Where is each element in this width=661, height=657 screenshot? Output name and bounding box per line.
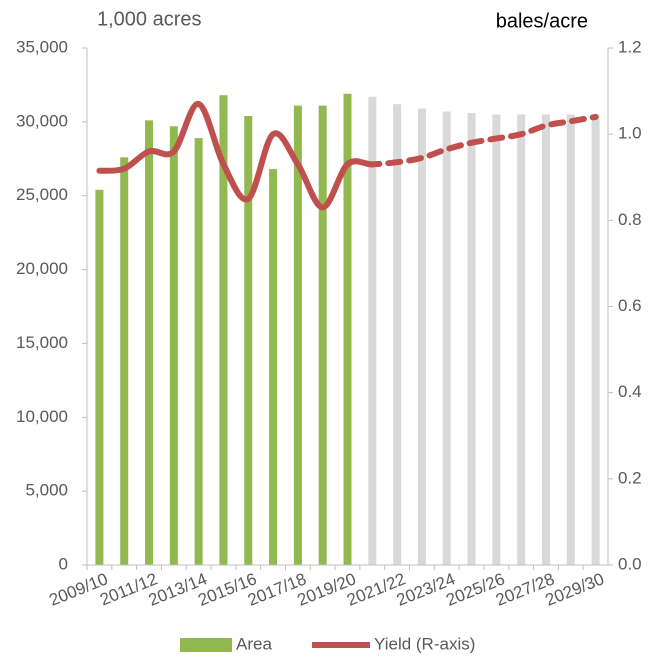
bar (269, 169, 278, 565)
legend-swatch (180, 638, 232, 652)
bar (492, 114, 501, 565)
bar (393, 104, 402, 565)
bar (95, 189, 104, 565)
y2-tick-label: 1.2 (618, 37, 642, 56)
bar (318, 105, 327, 565)
y2-axis-label: bales/acre (496, 10, 588, 32)
y2-tick-label: 0.4 (618, 382, 642, 401)
bar (293, 105, 302, 565)
y2-tick-label: 1.0 (618, 124, 642, 143)
y-tick-label: 15,000 (16, 333, 68, 352)
bar (467, 112, 476, 565)
legend-label: Area (236, 634, 272, 653)
y2-tick-label: 0.8 (618, 210, 642, 229)
bar (442, 111, 451, 565)
bar (417, 108, 426, 565)
y-axis-label: 1,000 acres (97, 8, 202, 30)
y-tick-label: 20,000 (16, 259, 68, 278)
bar (368, 96, 377, 565)
bar (120, 157, 129, 565)
y-tick-label: 30,000 (16, 111, 68, 130)
bar (169, 126, 178, 565)
y2-tick-label: 0.0 (618, 554, 642, 573)
bar (517, 114, 526, 565)
bar (194, 138, 203, 565)
y-tick-label: 0 (59, 554, 68, 573)
legend-label: Yield (R-axis) (374, 634, 475, 653)
bar (541, 114, 550, 565)
bar (145, 120, 154, 565)
y-tick-label: 10,000 (16, 407, 68, 426)
bar (566, 114, 575, 565)
bar (343, 93, 352, 565)
bar (591, 114, 600, 565)
y2-tick-label: 0.6 (618, 296, 642, 315)
bar (219, 95, 228, 566)
line (344, 113, 599, 168)
y-tick-label: 25,000 (16, 185, 68, 204)
bar (244, 115, 253, 565)
y-tick-label: 35,000 (16, 37, 68, 56)
line (96, 101, 376, 211)
y-tick-label: 5,000 (25, 481, 68, 500)
y2-tick-label: 0.2 (618, 468, 642, 487)
